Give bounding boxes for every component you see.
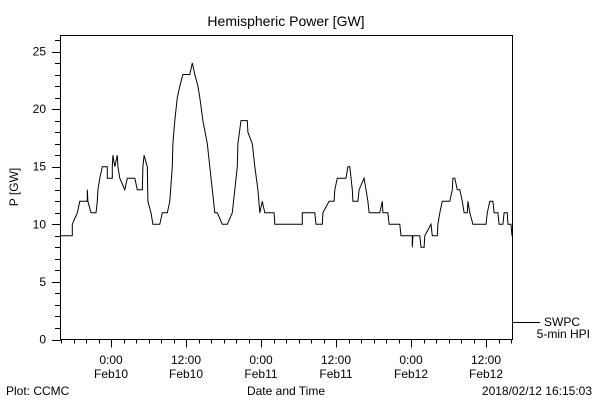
- y-tick-label: 0: [39, 333, 46, 347]
- y-tick-label: 15: [33, 160, 47, 174]
- y-tick-label: 20: [33, 102, 47, 116]
- x-tick-label-time: 0:00: [99, 353, 123, 367]
- y-axis-label: P [GW]: [7, 168, 21, 206]
- footer-timestamp: 2018/02/12 16:15:03: [482, 384, 592, 398]
- x-tick-label-date: Feb10: [94, 367, 128, 381]
- y-axis: 0 5 10 15 20 25: [33, 40, 61, 347]
- y-tick-label: 5: [39, 275, 46, 289]
- x-tick-label-date: Feb11: [244, 367, 277, 381]
- footer-credit: Plot: CCMC: [6, 384, 70, 398]
- plot-frame: [60, 35, 513, 340]
- x-axis-label: Date and Time: [247, 384, 325, 398]
- x-tick-label-time: 0:00: [399, 353, 423, 367]
- x-tick-label-time: 12:00: [321, 353, 351, 367]
- y-tick-label: 10: [33, 217, 47, 231]
- x-tick-label-date: Feb12: [469, 367, 503, 381]
- x-tick-label-time: 0:00: [249, 353, 273, 367]
- series-line-hpi: [60, 62, 513, 248]
- x-tick-label-time: 12:00: [471, 353, 501, 367]
- x-tick-label-date: Feb10: [169, 367, 203, 381]
- x-axis: 0:00Feb1012:00Feb100:00Feb1112:00Feb110:…: [61, 339, 512, 381]
- legend-label-2: 5-min HPI: [537, 327, 590, 341]
- x-tick-label-time: 12:00: [171, 353, 201, 367]
- y-tick-label: 25: [33, 45, 47, 59]
- chart-title: Hemispheric Power [GW]: [207, 13, 364, 29]
- legend-label-1: SWPC: [544, 315, 580, 329]
- x-tick-label-date: Feb11: [319, 367, 352, 381]
- x-tick-label-date: Feb12: [394, 367, 428, 381]
